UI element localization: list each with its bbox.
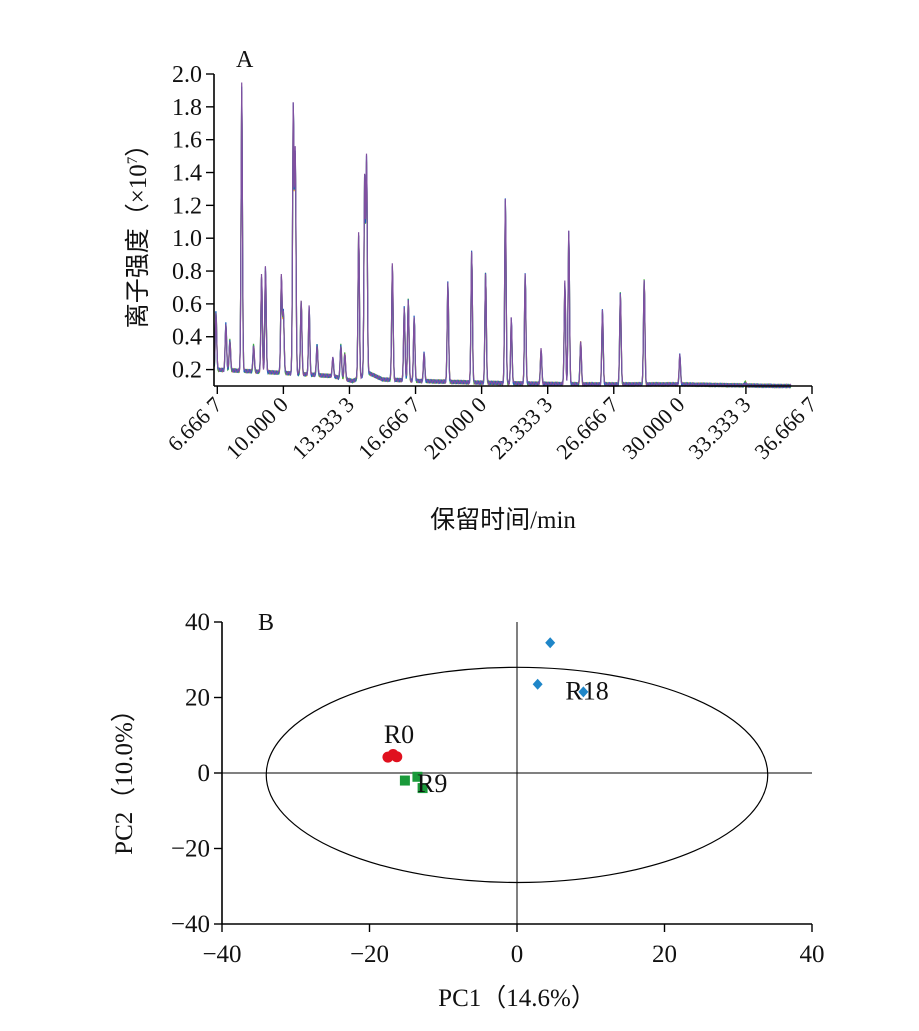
b-x-ticks: −40 −20 0 20 40 (202, 924, 825, 968)
a-y-tick-label: 0.4 (172, 325, 202, 351)
a-y-tick-label: 2.0 (172, 62, 202, 88)
b-x-tick-label: −20 (350, 941, 389, 968)
b-y-axis-title: PC2（10.0%） (110, 697, 138, 855)
a-y-axis-title: 离子强度（×107） (124, 132, 152, 329)
panel-a-label: A (236, 47, 254, 73)
a-x-tick-label: 26.666 7 (551, 392, 623, 464)
b-y-ticks: −40 −20 0 20 40 (171, 609, 222, 938)
b-y-tick-label: 20 (185, 685, 210, 712)
point-r9 (417, 783, 428, 794)
b-y-tick-label: 0 (198, 760, 211, 787)
b-x-tick-label: 0 (511, 941, 524, 968)
a-y-tick-label: 1.8 (172, 95, 202, 121)
a-y-tick-label: 0.8 (172, 259, 202, 285)
panel-b-label: B (258, 610, 274, 636)
point-r0 (391, 751, 403, 763)
group-label-r18: R18 (565, 676, 608, 705)
a-y-tick-label: 0.6 (172, 292, 202, 318)
a-y-ticks: 0.2 0.4 0.6 0.8 1.0 1.2 1.4 1.6 1.8 2.0 (172, 62, 214, 384)
chromatogram-traces (213, 82, 792, 389)
b-x-tick-label: 40 (800, 941, 825, 968)
a-x-tick-label: 30.000 0 (617, 392, 689, 464)
a-y-tick-label: 1.0 (172, 226, 202, 252)
a-x-tick-label: 6.666 7 (162, 392, 226, 456)
a-x-tick-label: 36.666 7 (749, 392, 821, 464)
a-y-tick-label: 1.2 (172, 193, 202, 219)
b-y-tick-label: −20 (171, 836, 210, 863)
a-y-tick-label: 1.6 (172, 128, 202, 154)
point-r9 (412, 771, 423, 782)
a-x-tick-label: 16.666 7 (353, 392, 425, 464)
b-x-tick-label: −40 (202, 941, 241, 968)
point-r9 (399, 775, 410, 786)
a-x-ticks: 6.666 710.000 013.333 316.666 720.000 02… (162, 386, 822, 464)
a-x-tick-label: 20.000 0 (419, 392, 491, 464)
a-x-tick-label: 23.333 3 (485, 392, 557, 464)
point-r18 (545, 637, 556, 649)
a-x-axis-title: 保留时间/min (430, 506, 576, 534)
a-x-tick-label: 10.000 0 (221, 392, 293, 464)
b-y-tick-label: 40 (185, 609, 210, 636)
a-y-tick-label: 1.4 (172, 161, 202, 187)
b-x-tick-label: 20 (652, 941, 677, 968)
point-r18 (532, 678, 543, 690)
b-y-tick-label: −40 (171, 911, 210, 938)
chromatogram-panel: A 0.2 0.4 0.6 0.8 1.0 1.2 1.4 1.6 1.8 2.0 6.666 7… (124, 47, 822, 534)
a-x-tick-label: 13.333 3 (287, 392, 359, 464)
a-y-tick-label: 0.2 (172, 358, 202, 384)
chromatogram-trace (213, 82, 792, 389)
point-r18 (578, 686, 589, 698)
group-label-r9: R9 (417, 769, 447, 798)
group-label-r0: R0 (384, 720, 414, 749)
b-x-axis-title: PC1（14.6%） (438, 984, 596, 1012)
a-x-tick-label: 33.333 3 (683, 392, 755, 464)
